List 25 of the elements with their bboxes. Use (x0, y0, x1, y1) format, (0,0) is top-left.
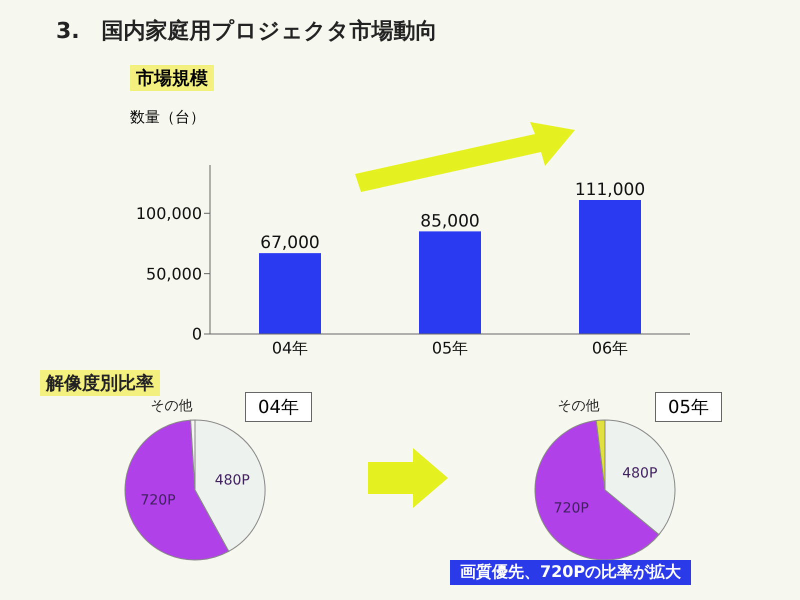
x-tick-label: 04年 (272, 338, 308, 358)
chart-subtitle: 市場規模 (130, 65, 214, 91)
bar (259, 253, 321, 334)
y-tick-label: 0 (192, 324, 202, 344)
chart-subtitle: 04年 (245, 392, 312, 422)
data-label: 85,000 (420, 211, 480, 232)
slice-label: その他 (150, 398, 192, 414)
chart-title: 3. 国内家庭用プロジェクタ市場動向 (55, 18, 439, 46)
y-axis-title: 数量（台） (130, 108, 205, 127)
slice-label: 720P (554, 500, 589, 517)
chart-title: 解像度別比率 (40, 370, 160, 396)
data-label: 111,000 (574, 180, 646, 200)
slice-label: 480P (214, 472, 250, 488)
slice-label: 720P (140, 492, 176, 509)
bar (579, 200, 641, 334)
x-tick-label: 06年 (592, 338, 628, 358)
slice-label: 480P (622, 466, 658, 482)
chart-subtitle: 05年 (655, 392, 722, 422)
bar (419, 231, 481, 334)
y-tick-label: 50,000 (146, 264, 202, 284)
slice-label: その他 (558, 398, 600, 414)
y-tick-label: 100,000 (136, 204, 202, 223)
data-label: 67,000 (260, 233, 320, 254)
text: 画質優先、720Pの比率が拡大 (450, 560, 692, 585)
x-tick-label: 05年 (432, 338, 468, 358)
